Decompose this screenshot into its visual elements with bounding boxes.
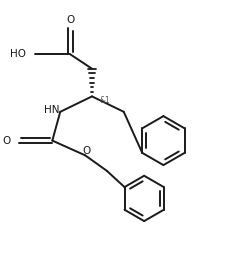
Text: O: O	[2, 136, 10, 146]
Text: HO: HO	[10, 50, 26, 59]
Text: O: O	[82, 146, 91, 156]
Text: &1: &1	[100, 97, 111, 105]
Text: O: O	[66, 15, 75, 25]
Text: HN: HN	[44, 105, 59, 115]
